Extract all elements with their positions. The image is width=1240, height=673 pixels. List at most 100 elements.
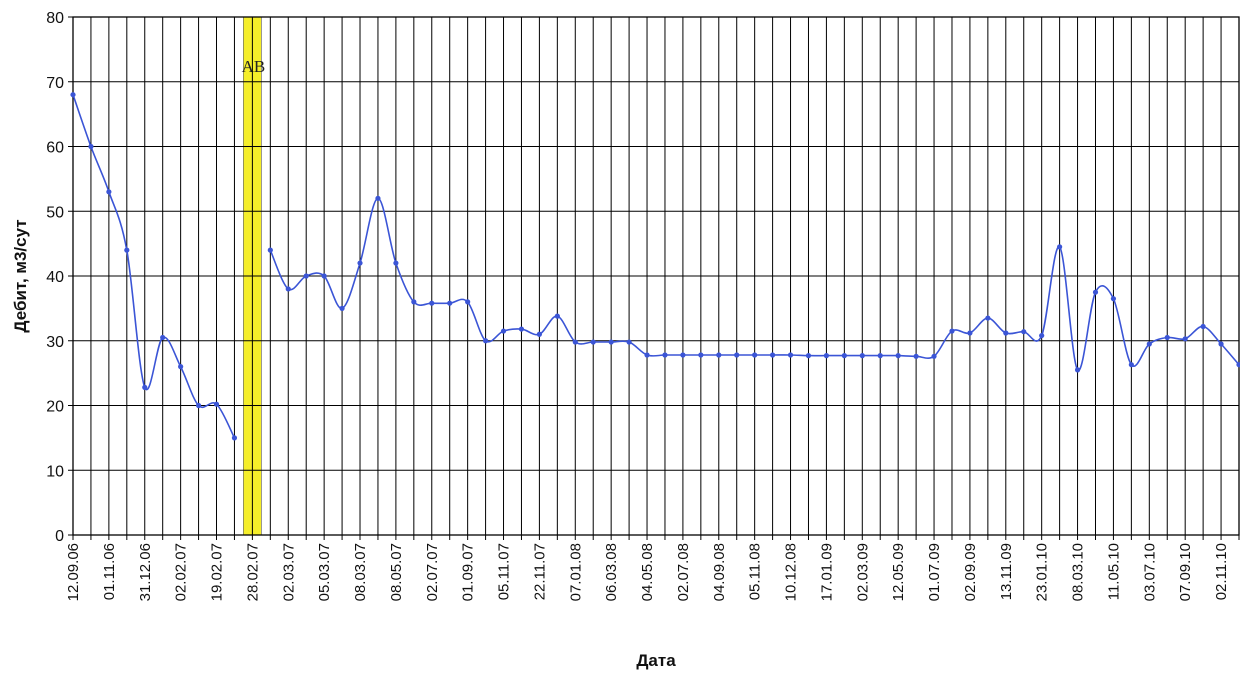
x-tick-label: 02.07.08 [675, 543, 692, 601]
data-point [1200, 323, 1206, 330]
data-point [1218, 341, 1224, 347]
x-tick-label: 13.11.09 [998, 543, 1015, 600]
x-tick-label: 12.09.06 [65, 543, 82, 601]
data-point [1164, 334, 1170, 341]
x-tick-label: 05.11.08 [747, 543, 764, 600]
data-point [124, 247, 130, 253]
data-point [805, 353, 812, 359]
x-tick-label: 04.09.08 [711, 543, 728, 601]
x-tick-label: 17.01.09 [818, 543, 835, 601]
x-tick-label: 08.03.07 [352, 543, 369, 601]
data-point [285, 286, 291, 292]
data-point [662, 352, 668, 358]
data-point [1057, 244, 1063, 250]
data-point [106, 189, 112, 195]
data-point [1236, 362, 1240, 368]
data-point [680, 352, 686, 358]
x-tick-label: 01.07.09 [926, 543, 943, 601]
data-point [1128, 362, 1134, 368]
y-tick-label: 50 [46, 204, 64, 221]
x-tick-label: 08.03.10 [1070, 543, 1087, 601]
x-tick-label: 02.11.10 [1213, 543, 1230, 600]
y-tick-label: 10 [46, 463, 64, 480]
data-point [393, 260, 399, 266]
data-point [1146, 341, 1152, 347]
x-tick-label: 02.09.09 [962, 543, 979, 601]
data-point [303, 273, 309, 279]
data-point [1003, 330, 1009, 336]
data-point [626, 339, 632, 345]
data-point [859, 353, 865, 359]
x-tick-label: 12.05.09 [890, 543, 907, 601]
data-point [608, 339, 614, 345]
data-point [142, 384, 148, 390]
x-tick-label: 02.03.07 [280, 543, 297, 601]
data-point [213, 401, 220, 407]
x-tick-label: 01.11.06 [101, 543, 118, 600]
data-point [949, 328, 955, 334]
data-point [339, 305, 345, 311]
x-tick-label: 02.02.07 [173, 543, 190, 601]
data-point [734, 352, 740, 358]
data-point [375, 195, 381, 201]
data-point [1092, 289, 1099, 295]
data-point [913, 353, 919, 359]
data-point [160, 334, 166, 341]
data-point [195, 402, 202, 409]
data-point [1110, 296, 1117, 302]
data-point [267, 247, 273, 253]
x-tick-label: 11.05.10 [1105, 543, 1122, 600]
data-point [231, 435, 238, 441]
data-point [88, 143, 94, 150]
x-tick-label: 22.11.07 [531, 543, 548, 600]
x-tick-label: 02.07.07 [424, 543, 441, 601]
data-point [841, 353, 847, 359]
x-tick-label: 07.01.08 [567, 543, 584, 601]
data-point [482, 338, 489, 344]
data-point [590, 339, 596, 345]
data-point [967, 330, 973, 336]
data-point [877, 353, 883, 359]
data-point [447, 300, 453, 306]
data-point [1039, 332, 1045, 339]
y-tick-label: 0 [55, 528, 64, 545]
data-point [752, 352, 758, 358]
data-point [572, 339, 578, 345]
annotation-label: АВ [242, 57, 266, 76]
data-point [985, 315, 991, 321]
x-tick-label: 02.03.09 [854, 543, 871, 601]
y-axis-title: Дебит, м3/сут [11, 219, 30, 332]
x-axis-title: Дата [636, 651, 676, 670]
x-tick-label: 19.02.07 [209, 543, 226, 601]
data-point [429, 300, 435, 306]
data-point [770, 352, 776, 358]
x-tick-label: 05.03.07 [316, 543, 333, 601]
y-tick-label: 80 [46, 10, 64, 27]
data-point [518, 326, 525, 332]
y-tick-label: 40 [46, 269, 64, 286]
y-tick-label: 60 [46, 140, 64, 157]
data-point [931, 353, 937, 359]
x-tick-label: 05.11.07 [496, 543, 513, 600]
data-point [1182, 336, 1188, 342]
data-point [823, 353, 830, 359]
x-tick-label: 28.02.07 [244, 543, 261, 601]
data-point [411, 299, 417, 305]
data-point [1021, 329, 1027, 335]
x-tick-label: 31.12.06 [137, 543, 154, 601]
data-point [787, 352, 794, 358]
y-tick-label: 20 [46, 399, 64, 416]
data-point [465, 299, 471, 305]
data-point [178, 364, 184, 370]
series-line [72, 94, 236, 439]
x-tick-label: 06.03.08 [603, 543, 620, 601]
x-tick-label: 08.05.07 [388, 543, 405, 601]
x-tick-label: 23.01.10 [1034, 543, 1051, 601]
data-point [536, 331, 543, 337]
data-point [1074, 367, 1081, 373]
x-tick-label: 03.07.10 [1141, 543, 1158, 601]
data-point [357, 260, 363, 266]
data-point [500, 328, 507, 334]
data-point [698, 352, 704, 358]
x-tick-label: 04.05.08 [639, 543, 656, 601]
